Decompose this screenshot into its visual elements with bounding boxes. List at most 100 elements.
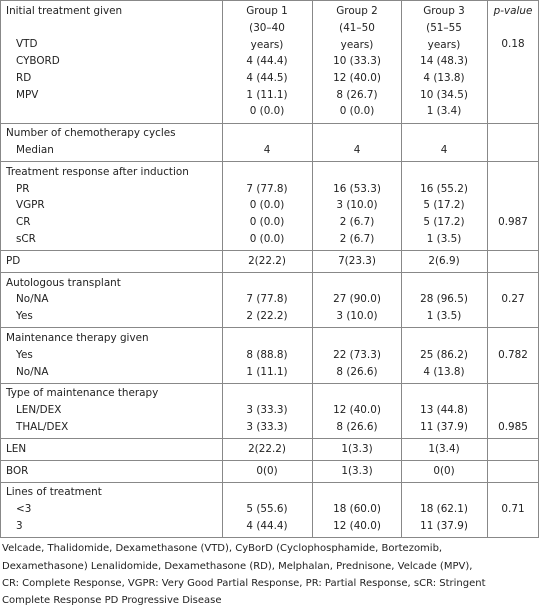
row-label: CYBORD	[16, 54, 60, 67]
row-label: No/NA	[16, 293, 49, 306]
row-label: <3	[16, 503, 32, 516]
border	[0, 460, 539, 461]
cell: 4 (13.8)	[423, 365, 465, 378]
column-border	[312, 0, 313, 537]
p-value: 0.987	[498, 216, 528, 229]
row-label: Median	[16, 143, 54, 156]
row-label: sCR	[16, 232, 36, 245]
border	[0, 272, 539, 273]
cell: 12 (40.0)	[333, 71, 381, 84]
row-label: BOR	[6, 464, 29, 477]
section-title: Treatment response after induction	[6, 165, 189, 178]
cell: 1(3.3)	[341, 442, 373, 455]
cell: 5 (17.2)	[423, 199, 465, 212]
cell: 1 (3.5)	[426, 232, 462, 245]
row-label: CR	[16, 216, 31, 229]
cell: 1 (11.1)	[246, 365, 288, 378]
cell: 4 (44.4)	[246, 54, 288, 67]
section-title: Autologous transplant	[6, 276, 121, 289]
cell: 1(3.4)	[428, 442, 460, 455]
cell: 1 (3.4)	[426, 105, 462, 118]
cell: 18 (62.1)	[420, 503, 468, 516]
cell: 8 (26.7)	[336, 88, 378, 101]
cell: 7 (77.8)	[246, 182, 288, 195]
cell: 2 (22.2)	[246, 310, 288, 323]
border	[0, 327, 539, 328]
cell: 3 (33.3)	[246, 420, 288, 433]
border	[0, 383, 539, 384]
border	[0, 250, 539, 251]
cell: 27 (90.0)	[333, 293, 381, 306]
column-header: Group 1 (30–40 years)	[246, 4, 288, 51]
cell: 2(22.2)	[248, 254, 286, 267]
cell: 10 (33.3)	[333, 54, 381, 67]
cell: 4	[440, 143, 448, 156]
cell: 16 (53.3)	[333, 182, 381, 195]
footnote: Dexamethasone) Lenalidomide, Dexamethaso…	[2, 560, 473, 572]
cell: 7 (77.8)	[246, 293, 288, 306]
cell: 18 (60.0)	[333, 503, 381, 516]
cell: 0 (0.0)	[249, 232, 285, 245]
cell: 22 (73.3)	[333, 348, 381, 361]
cell: 1(3.3)	[341, 464, 373, 477]
row-label: LEN/DEX	[16, 404, 62, 417]
cell: 3 (10.0)	[336, 310, 378, 323]
section-title: Maintenance therapy given	[6, 331, 149, 344]
cell: 4	[263, 143, 271, 156]
row-label: Yes	[16, 310, 33, 323]
cell: 2 (6.7)	[339, 232, 375, 245]
border	[0, 123, 539, 124]
cell: 0 (0.0)	[249, 105, 285, 118]
footnote: CR: Complete Response, VGPR: Very Good P…	[2, 577, 486, 589]
footnote: Complete Response PD Progressive Disease	[2, 595, 222, 607]
row-label: 3	[16, 519, 23, 532]
border	[0, 0, 539, 1]
column-header: Group 2 (41–50 years)	[336, 4, 378, 51]
cell: 12 (40.0)	[333, 519, 381, 532]
column-border	[0, 0, 1, 537]
border	[0, 438, 539, 439]
row-label: RD	[16, 71, 32, 84]
cell: 4 (44.4)	[246, 519, 288, 532]
cell: 1 (11.1)	[246, 88, 288, 101]
section-title: Lines of treatment	[6, 486, 102, 499]
cell: 0 (0.0)	[249, 199, 285, 212]
cell: 8 (26.6)	[336, 365, 378, 378]
cell: 5 (55.6)	[246, 503, 288, 516]
cell: 2 (6.7)	[339, 216, 375, 229]
row-label: THAL/DEX	[16, 420, 69, 433]
section-title: Number of chemotherapy cycles	[6, 127, 176, 140]
header-title: Initial treatment given	[6, 4, 123, 17]
section-title: Type of maintenance therapy	[6, 387, 159, 400]
cell: 8 (88.8)	[246, 348, 288, 361]
cell: 4	[353, 143, 361, 156]
cell: 16 (55.2)	[420, 182, 468, 195]
row-label: MPV	[16, 88, 39, 101]
column-border	[487, 0, 488, 537]
cell: 0(0)	[256, 464, 278, 477]
cell: 8 (26.6)	[336, 420, 378, 433]
border	[0, 537, 539, 538]
cell: 14 (48.3)	[420, 54, 468, 67]
cell: 11 (37.9)	[420, 519, 468, 532]
cell: 13 (44.8)	[420, 404, 468, 417]
footnote: Velcade, Thalidomide, Dexamethasone (VTD…	[2, 543, 443, 555]
p-value: 0.18	[501, 38, 525, 51]
cell: 10 (34.5)	[420, 88, 468, 101]
p-value: 0.782	[498, 348, 528, 361]
cell: 1 (3.5)	[426, 310, 462, 323]
border	[0, 161, 539, 162]
cell: 0 (0.0)	[339, 105, 375, 118]
cell: 12 (40.0)	[333, 404, 381, 417]
cell: 7(23.3)	[338, 254, 376, 267]
cell: 0(0)	[433, 464, 455, 477]
cell: 3 (10.0)	[336, 199, 378, 212]
row-label: VTD	[16, 38, 38, 51]
row-label: No/NA	[16, 365, 49, 378]
p-value-header: p-value	[493, 4, 533, 17]
border	[0, 482, 539, 483]
cell: 11 (37.9)	[420, 420, 468, 433]
row-label: PD	[6, 254, 21, 267]
cell: 4 (44.5)	[246, 71, 288, 84]
